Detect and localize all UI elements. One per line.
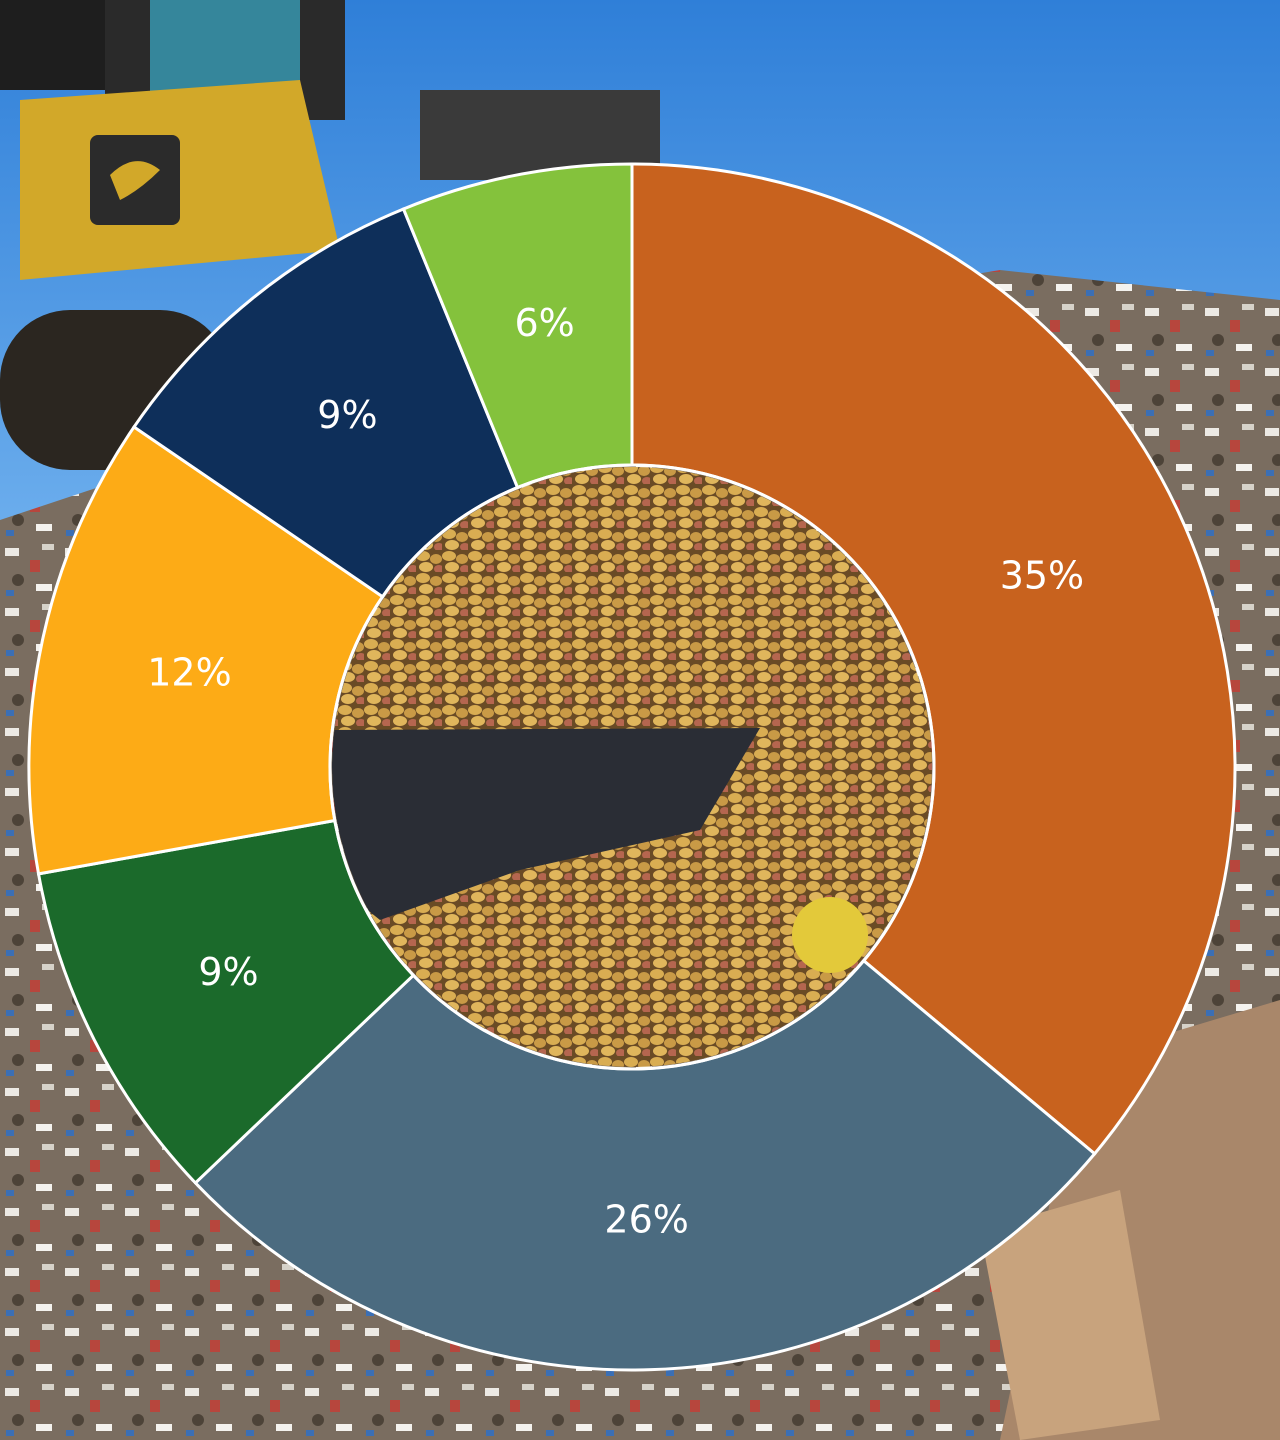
slice-label-3: 12% — [147, 650, 231, 694]
donut-inner-ring — [328, 463, 936, 1071]
slice-label-0: 35% — [1000, 553, 1084, 597]
slice-label-4: 9% — [317, 393, 377, 437]
slice-label-2: 9% — [198, 950, 258, 994]
slice-label-5: 6% — [514, 301, 574, 345]
potatoes-photo — [332, 467, 932, 1067]
slice-label-1: 26% — [604, 1197, 688, 1241]
donut-slice-0 — [630, 162, 1237, 1156]
